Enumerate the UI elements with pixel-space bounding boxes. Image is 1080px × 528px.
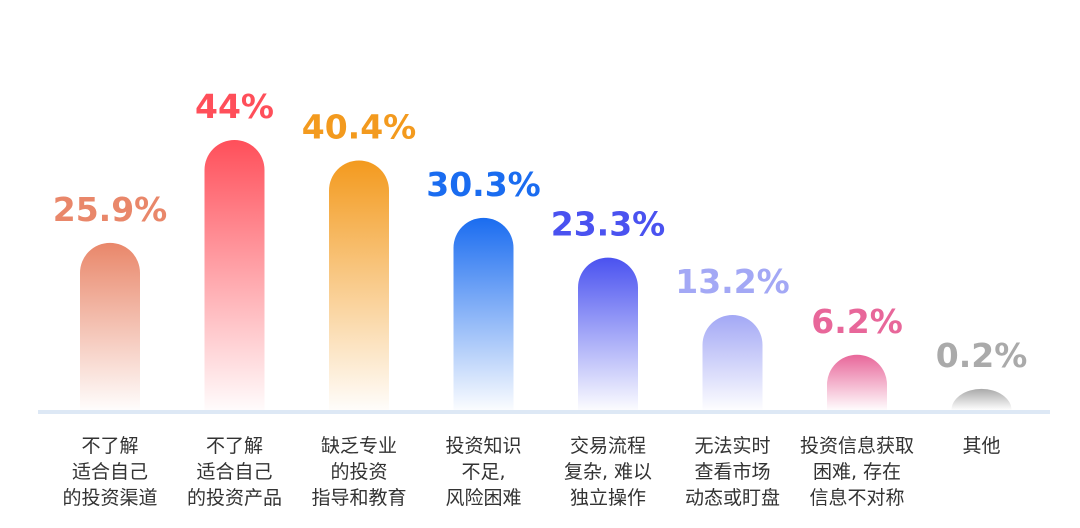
x-tick-label: 查看市场 [694, 461, 770, 483]
x-tick-label: 其他 [962, 435, 1000, 457]
bar [702, 315, 763, 410]
x-tick-label: 缺乏专业 [321, 435, 397, 457]
x-tick-label: 无法实时 [694, 435, 770, 457]
value-label: 13.2% [675, 262, 790, 301]
bar [453, 217, 514, 410]
value-label: 44% [195, 87, 274, 126]
value-label: 23.3% [551, 205, 666, 244]
x-tick-label: 不足, [461, 461, 505, 483]
bar [204, 140, 265, 411]
x-tick-label: 投资信息获取 [800, 435, 914, 457]
value-label: 40.4% [302, 107, 417, 146]
x-tick-label: 交易流程 [570, 435, 646, 457]
x-tick-label: 不了解 [206, 435, 263, 457]
x-tick-label: 适合自己 [72, 461, 148, 483]
value-label: 0.2% [936, 336, 1028, 375]
value-label: 30.3% [426, 165, 541, 204]
x-tick-label: 独立操作 [570, 487, 646, 509]
bar [80, 242, 140, 410]
x-tick-label: 的投资产品 [187, 487, 282, 509]
x-tick-label: 风险困难 [445, 487, 521, 509]
x-tick-label: 适合自己 [196, 461, 272, 483]
bar [827, 354, 887, 410]
x-tick-label: 投资知识 [445, 435, 521, 457]
bar [329, 160, 389, 410]
x-tick-label: 的投资 [330, 461, 387, 483]
x-tick-label: 动态或盯盘 [685, 487, 780, 509]
bar [578, 257, 638, 410]
x-tick-label: 信息不对称 [809, 487, 904, 509]
bar [951, 388, 1012, 410]
x-tick-label: 困难, 存在 [813, 461, 901, 483]
value-label: 25.9% [53, 190, 168, 229]
x-tick-label: 复杂, 难以 [564, 461, 652, 483]
x-tick-label: 的投资渠道 [62, 487, 157, 509]
value-label: 6.2% [811, 302, 903, 341]
x-tick-label: 指导和教育 [311, 487, 406, 509]
x-tick-label: 不了解 [81, 435, 138, 457]
